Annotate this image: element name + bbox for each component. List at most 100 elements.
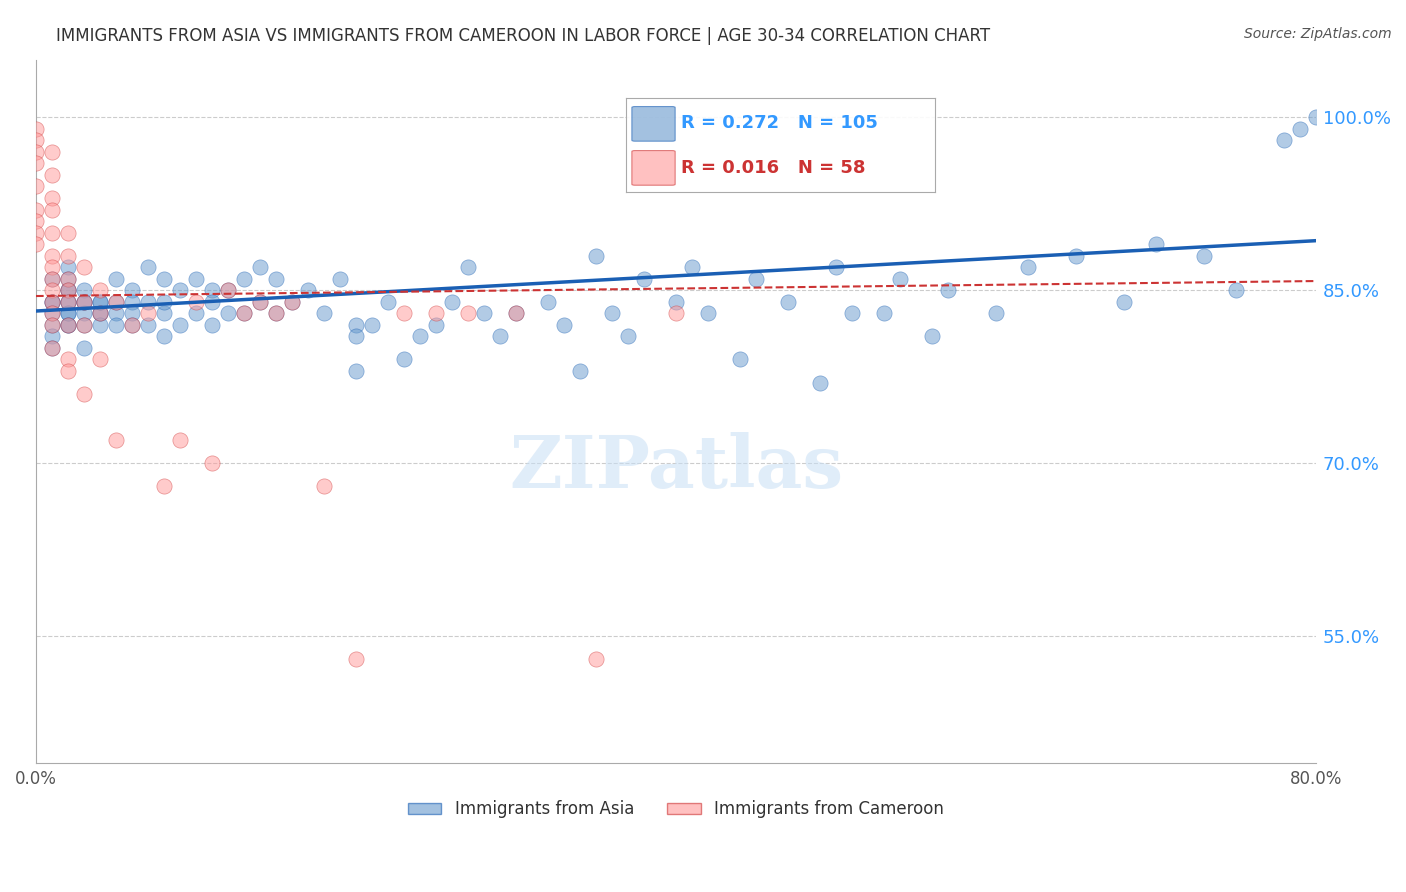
Point <box>1225 283 1247 297</box>
Text: R = 0.016   N = 58: R = 0.016 N = 58 <box>682 160 866 178</box>
Point <box>56 318 79 332</box>
Point <box>56 271 79 285</box>
Point <box>41 294 63 309</box>
Point <box>25 202 48 217</box>
Point <box>329 271 352 285</box>
Point <box>41 341 63 355</box>
Text: R = 0.272   N = 105: R = 0.272 N = 105 <box>682 114 879 132</box>
Point <box>889 271 911 285</box>
Point <box>169 283 191 297</box>
Point <box>41 202 63 217</box>
Point <box>41 271 63 285</box>
Point <box>697 306 720 320</box>
Text: ZIPatlas: ZIPatlas <box>509 432 844 503</box>
Point <box>89 352 111 367</box>
Text: IMMIGRANTS FROM ASIA VS IMMIGRANTS FROM CAMEROON IN LABOR FORCE | AGE 30-34 CORR: IMMIGRANTS FROM ASIA VS IMMIGRANTS FROM … <box>56 27 990 45</box>
Point <box>249 260 271 275</box>
Point <box>56 271 79 285</box>
Point <box>136 318 159 332</box>
Point <box>89 306 111 320</box>
Point <box>728 352 751 367</box>
Point <box>41 168 63 182</box>
Point <box>73 260 96 275</box>
Point <box>344 652 367 666</box>
Point <box>41 329 63 343</box>
Point <box>41 306 63 320</box>
Point <box>745 271 768 285</box>
Point <box>104 306 127 320</box>
Point <box>392 306 415 320</box>
Point <box>73 341 96 355</box>
Point <box>25 133 48 147</box>
Point <box>233 306 256 320</box>
Point <box>201 283 224 297</box>
Point <box>841 306 863 320</box>
Point <box>344 364 367 378</box>
Point <box>41 294 63 309</box>
Point <box>136 260 159 275</box>
Point <box>440 294 463 309</box>
Point <box>281 294 304 309</box>
Point <box>505 306 527 320</box>
Point <box>153 271 176 285</box>
Point <box>457 306 479 320</box>
Point <box>104 433 127 447</box>
Point <box>56 352 79 367</box>
Point <box>56 306 79 320</box>
Point <box>56 364 79 378</box>
Point <box>169 433 191 447</box>
Point <box>89 294 111 309</box>
Point <box>312 306 335 320</box>
Point <box>184 306 207 320</box>
Point <box>264 306 287 320</box>
Legend: Immigrants from Asia, Immigrants from Cameroon: Immigrants from Asia, Immigrants from Ca… <box>401 794 950 825</box>
Point <box>89 294 111 309</box>
Point <box>104 271 127 285</box>
Point <box>73 306 96 320</box>
Point <box>1305 110 1327 124</box>
Point <box>136 306 159 320</box>
Point <box>984 306 1007 320</box>
Point <box>1192 249 1215 263</box>
Point <box>153 329 176 343</box>
Point <box>505 306 527 320</box>
Point <box>217 306 239 320</box>
Point <box>56 260 79 275</box>
Point <box>457 260 479 275</box>
Point <box>73 283 96 297</box>
Point <box>425 318 447 332</box>
Point <box>1289 121 1312 136</box>
Point <box>808 376 831 390</box>
Point <box>936 283 959 297</box>
Point <box>41 271 63 285</box>
Point <box>217 283 239 297</box>
Point <box>201 294 224 309</box>
Point <box>249 294 271 309</box>
Point <box>217 283 239 297</box>
Point <box>104 318 127 332</box>
Point <box>585 249 607 263</box>
Point <box>41 341 63 355</box>
Point <box>56 318 79 332</box>
Point <box>553 318 575 332</box>
Point <box>873 306 896 320</box>
Point <box>489 329 512 343</box>
Point <box>104 294 127 309</box>
Point <box>56 226 79 240</box>
Point <box>56 249 79 263</box>
Point <box>56 294 79 309</box>
Point <box>569 364 592 378</box>
FancyBboxPatch shape <box>631 106 675 141</box>
Point <box>56 294 79 309</box>
Point <box>121 306 143 320</box>
Point <box>56 318 79 332</box>
Point <box>264 271 287 285</box>
Point <box>41 226 63 240</box>
Point <box>25 179 48 194</box>
Point <box>121 318 143 332</box>
Point <box>25 237 48 252</box>
Point <box>1272 133 1295 147</box>
Point <box>1112 294 1135 309</box>
Point <box>89 318 111 332</box>
Text: Source: ZipAtlas.com: Source: ZipAtlas.com <box>1244 27 1392 41</box>
